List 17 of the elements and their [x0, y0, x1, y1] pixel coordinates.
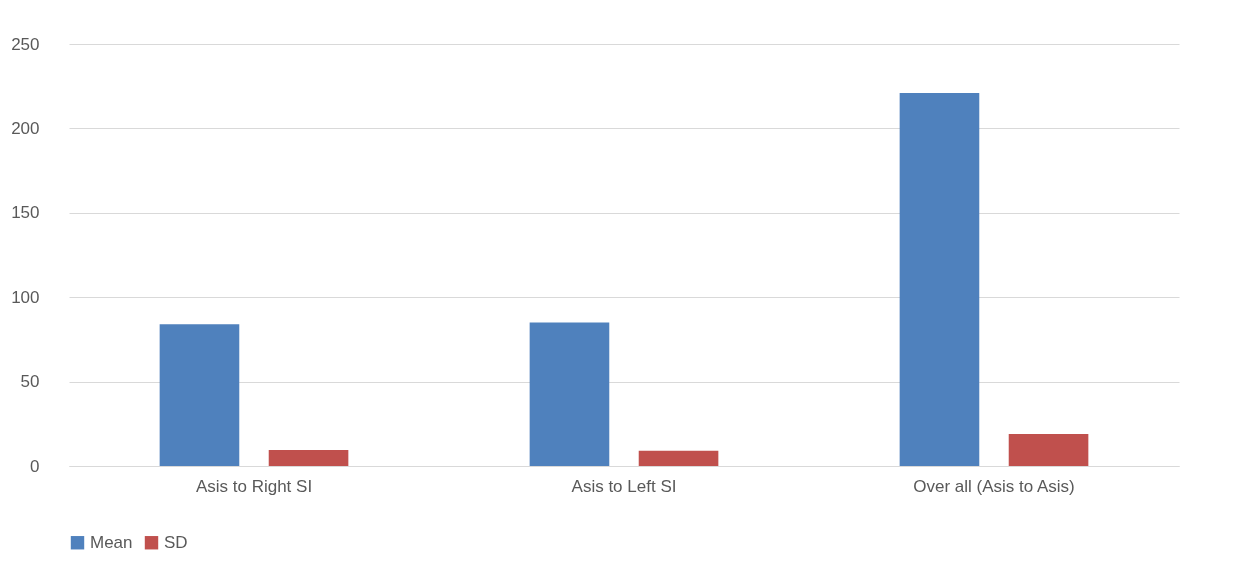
bar — [638, 450, 719, 466]
x-tick-label: Asis to Right SI — [195, 476, 313, 496]
bar — [268, 449, 349, 466]
y-tick-label: 0 — [30, 456, 40, 476]
x-tick-label: Asis to Left SI — [571, 476, 677, 496]
y-tick-label: 250 — [11, 34, 40, 54]
y-tick-label: 200 — [11, 118, 40, 138]
legend-label: SD — [164, 532, 188, 552]
y-tick-label: 100 — [11, 287, 40, 307]
bar — [899, 92, 980, 466]
bar — [159, 324, 240, 466]
legend-label: Mean — [90, 532, 133, 552]
y-tick-label: 50 — [20, 372, 40, 392]
y-tick-label: 150 — [11, 203, 40, 223]
x-tick-label: Over all (Asis to Asis) — [913, 476, 1075, 496]
bar — [529, 322, 610, 466]
bar — [1008, 433, 1089, 466]
